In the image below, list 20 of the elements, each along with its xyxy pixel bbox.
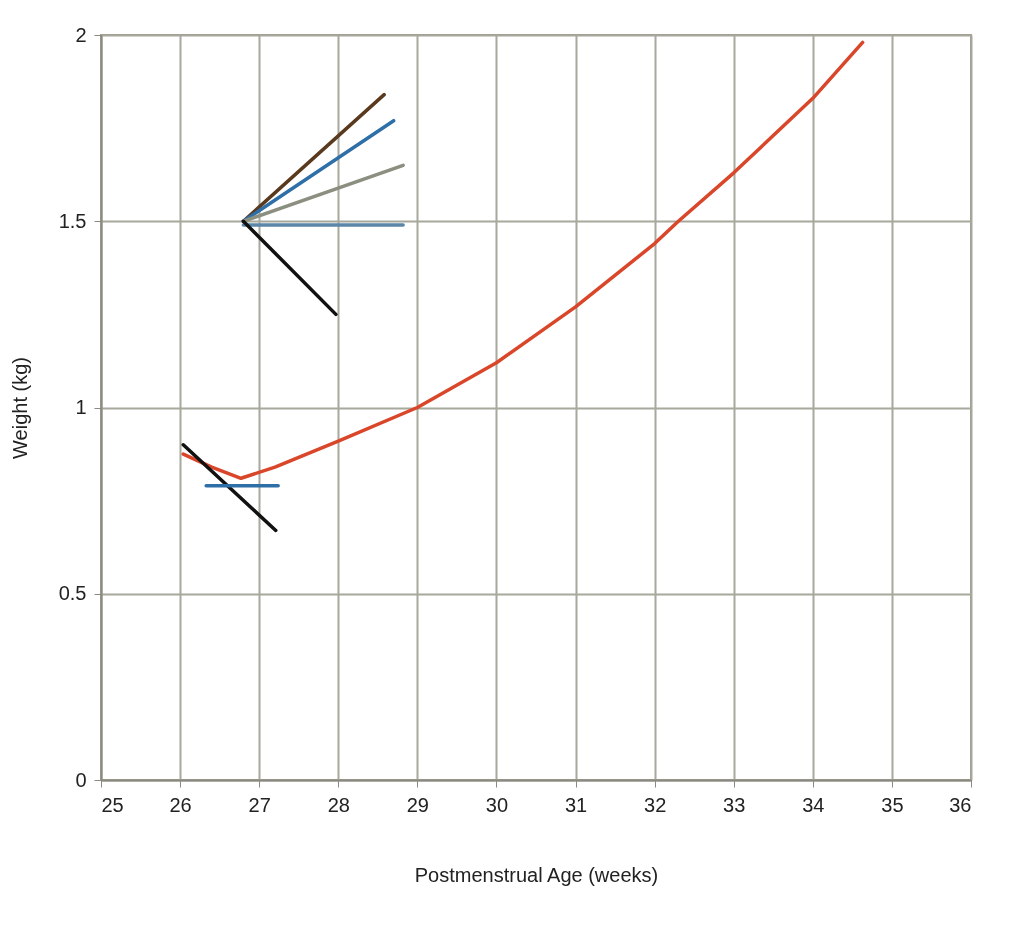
x-tick-label: 35	[881, 793, 904, 816]
x-tick-label: 26	[169, 793, 192, 816]
x-tick-label: 30	[485, 793, 509, 816]
x-axis-title: Postmenstrual Age (weeks)	[414, 863, 659, 886]
x-tick-label: 27	[248, 793, 271, 816]
x-tick-label: 33	[723, 793, 746, 816]
y-tick-label: 0.5	[58, 582, 87, 605]
y-tick-label: 2	[75, 23, 87, 46]
x-tick-label: 25	[101, 793, 124, 816]
y-tick-label: 1	[75, 396, 87, 418]
x-tick-label: 31	[564, 793, 588, 816]
x-tick-label: 28	[327, 793, 350, 816]
x-tick-label: 34	[802, 793, 825, 816]
line-series	[181, 40, 865, 481]
x-tick-label: 32	[644, 793, 667, 816]
y-tick-label: 1.5	[58, 209, 87, 232]
x-tick-label: 36	[949, 793, 972, 816]
y-tick-label: 0	[75, 768, 87, 791]
y-axis-title: Weight (kg)	[8, 357, 31, 459]
x-tick-label: 29	[406, 793, 429, 816]
